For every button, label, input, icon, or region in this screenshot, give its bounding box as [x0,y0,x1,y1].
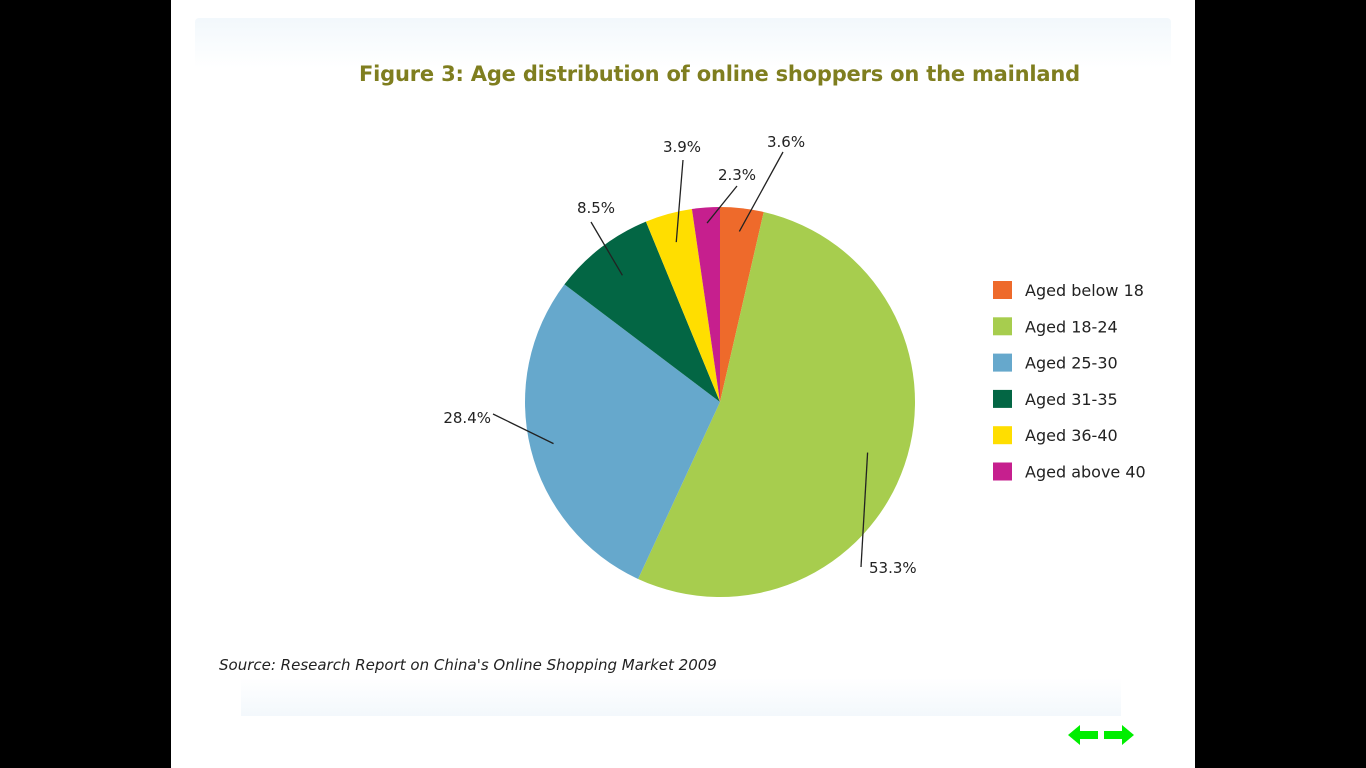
footer-band [241,678,1121,716]
source-note: Source: Research Report on China's Onlin… [219,656,717,674]
arrow-left-icon[interactable] [1067,724,1099,746]
slice-labels: 3.6% 53.3% 28.4% 8.5% 3.9% 2.3% [443,133,916,577]
slice-label-1: 53.3% [869,559,917,577]
pie-slices [525,207,915,597]
leader-line-5 [706,185,738,224]
leader-line-2 [492,413,554,445]
legend-label-5: Aged above 40 [1025,463,1146,482]
slice-label-2: 28.4% [443,409,491,427]
legend-label-1: Aged 18-24 [1025,317,1118,336]
leader-line-1 [860,452,869,568]
header-band [195,18,1171,68]
legend-swatch-5 [993,462,1012,481]
pie-slice-4 [645,209,720,402]
leader-lines [492,151,869,568]
legend: Aged below 18 Aged 18-24 Aged 25-30 Aged 31… [993,281,1146,482]
legend-label-2: Aged 25-30 [1025,354,1118,373]
slice-label-0: 3.6% [767,133,805,151]
pie-slice-2 [525,284,720,579]
slice-label-4: 3.9% [663,138,701,156]
arrow-right-icon[interactable] [1103,724,1135,746]
slice-label-3: 8.5% [577,199,615,217]
legend-label-4: Aged 36-40 [1025,426,1118,445]
pie-slice-1 [638,211,915,597]
pie-slice-5 [691,207,720,402]
leader-line-4 [675,159,684,243]
legend-label-3: Aged 31-35 [1025,390,1118,409]
leader-line-3 [590,221,623,276]
pie-slice-3 [564,221,720,402]
legend-swatch-1 [993,317,1012,336]
chart-title: Figure 3: Age distribution of online sho… [359,62,1080,86]
pie-chart: 3.6% 53.3% 28.4% 8.5% 3.9% 2.3% Aged below 18… [443,133,1146,597]
slice-label-5: 2.3% [718,166,756,184]
legend-swatch-3 [993,389,1012,408]
legend-swatch-0 [993,281,1012,299]
leader-line-0 [738,151,784,232]
legend-swatch-2 [993,353,1012,372]
slide: Figure 3: Age distribution of online sho… [171,0,1195,768]
legend-swatch-4 [993,426,1012,445]
legend-label-0: Aged below 18 [1025,281,1144,300]
pie-slice-0 [720,207,764,402]
